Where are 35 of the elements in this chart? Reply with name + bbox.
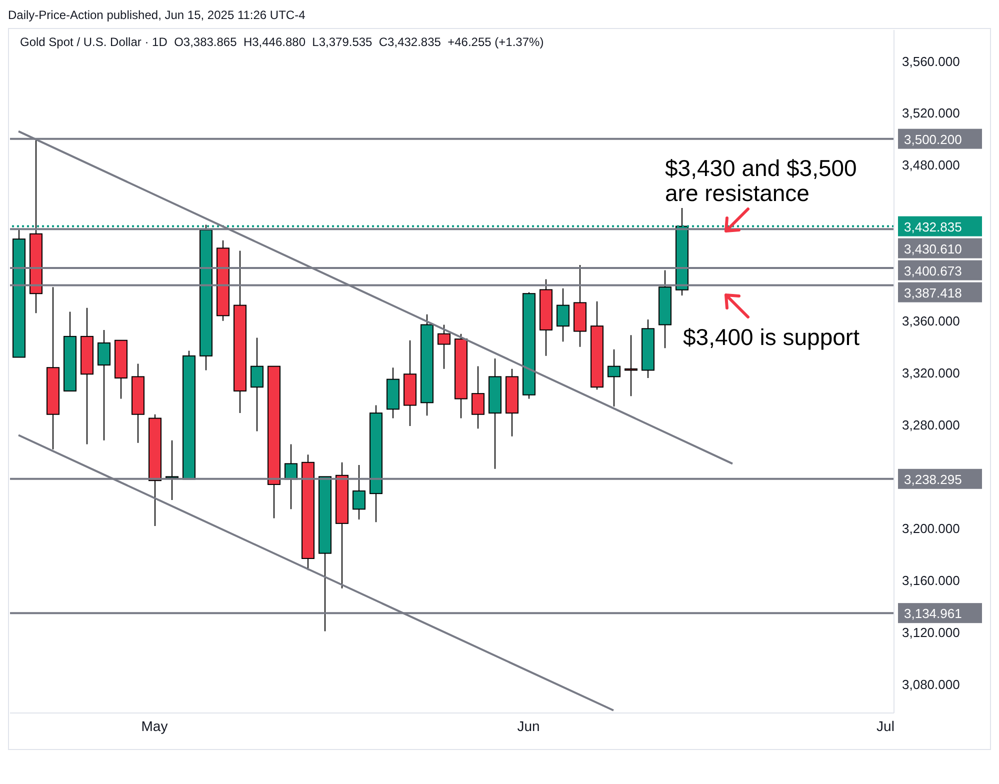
candlestick bbox=[438, 324, 450, 370]
text: Daily-Price-Action published, Jun 15, 2025 11:26 UTC-4 bbox=[8, 8, 306, 22]
x-tick-label: Jun bbox=[517, 718, 540, 734]
ref-line-label: 3,400.673 bbox=[904, 263, 962, 278]
y-tick-label: 3,160.000 bbox=[902, 573, 960, 588]
candlestick bbox=[284, 444, 298, 510]
y-tick-label: 3,280.000 bbox=[902, 417, 960, 432]
y-tick-label: 3,520.000 bbox=[902, 106, 960, 121]
y-tick-label: 3,560.000 bbox=[902, 54, 960, 69]
ref-line-label: 3,134.961 bbox=[904, 606, 962, 622]
candlestick bbox=[624, 334, 638, 397]
chart-title: Gold Spot / U.S. Dollar · 1D bbox=[20, 35, 168, 49]
y-tick-label: 3,200.000 bbox=[902, 521, 960, 536]
ref-line-label: 3,430.610 bbox=[904, 241, 962, 256]
y-tick-label: 3,080.000 bbox=[902, 677, 960, 692]
x-tick-label: Jul bbox=[876, 718, 894, 734]
candlestick bbox=[608, 348, 620, 408]
ref-line-label: 3,238.295 bbox=[904, 472, 962, 487]
candlestick bbox=[98, 329, 110, 441]
annotation: $3,430 and $3,500 are resistance bbox=[665, 155, 857, 206]
candlestick bbox=[352, 464, 366, 520]
y-tick-label: 3,120.000 bbox=[902, 625, 960, 640]
candlestick bbox=[250, 337, 264, 432]
ref-line-label: 3,387.418 bbox=[904, 285, 962, 300]
y-tick-label: 3,480.000 bbox=[902, 158, 960, 173]
candlestick bbox=[166, 440, 178, 501]
annotation: $3,400 is support bbox=[683, 324, 860, 351]
ref-line-label: 3,432.835 bbox=[904, 219, 962, 234]
y-tick-label: 3,320.000 bbox=[902, 365, 960, 380]
chart-subtitle: O3,383.865 H3,446.880 L3,379.535 C3,432.835 +46.255 (+1.37%) bbox=[174, 35, 544, 49]
candlestick bbox=[472, 366, 484, 430]
x-tick-label: May bbox=[141, 718, 168, 734]
candlestick bbox=[556, 288, 570, 342]
y-tick-label: 3,360.000 bbox=[902, 313, 960, 328]
ref-line-label: 3,500.200 bbox=[904, 132, 962, 147]
